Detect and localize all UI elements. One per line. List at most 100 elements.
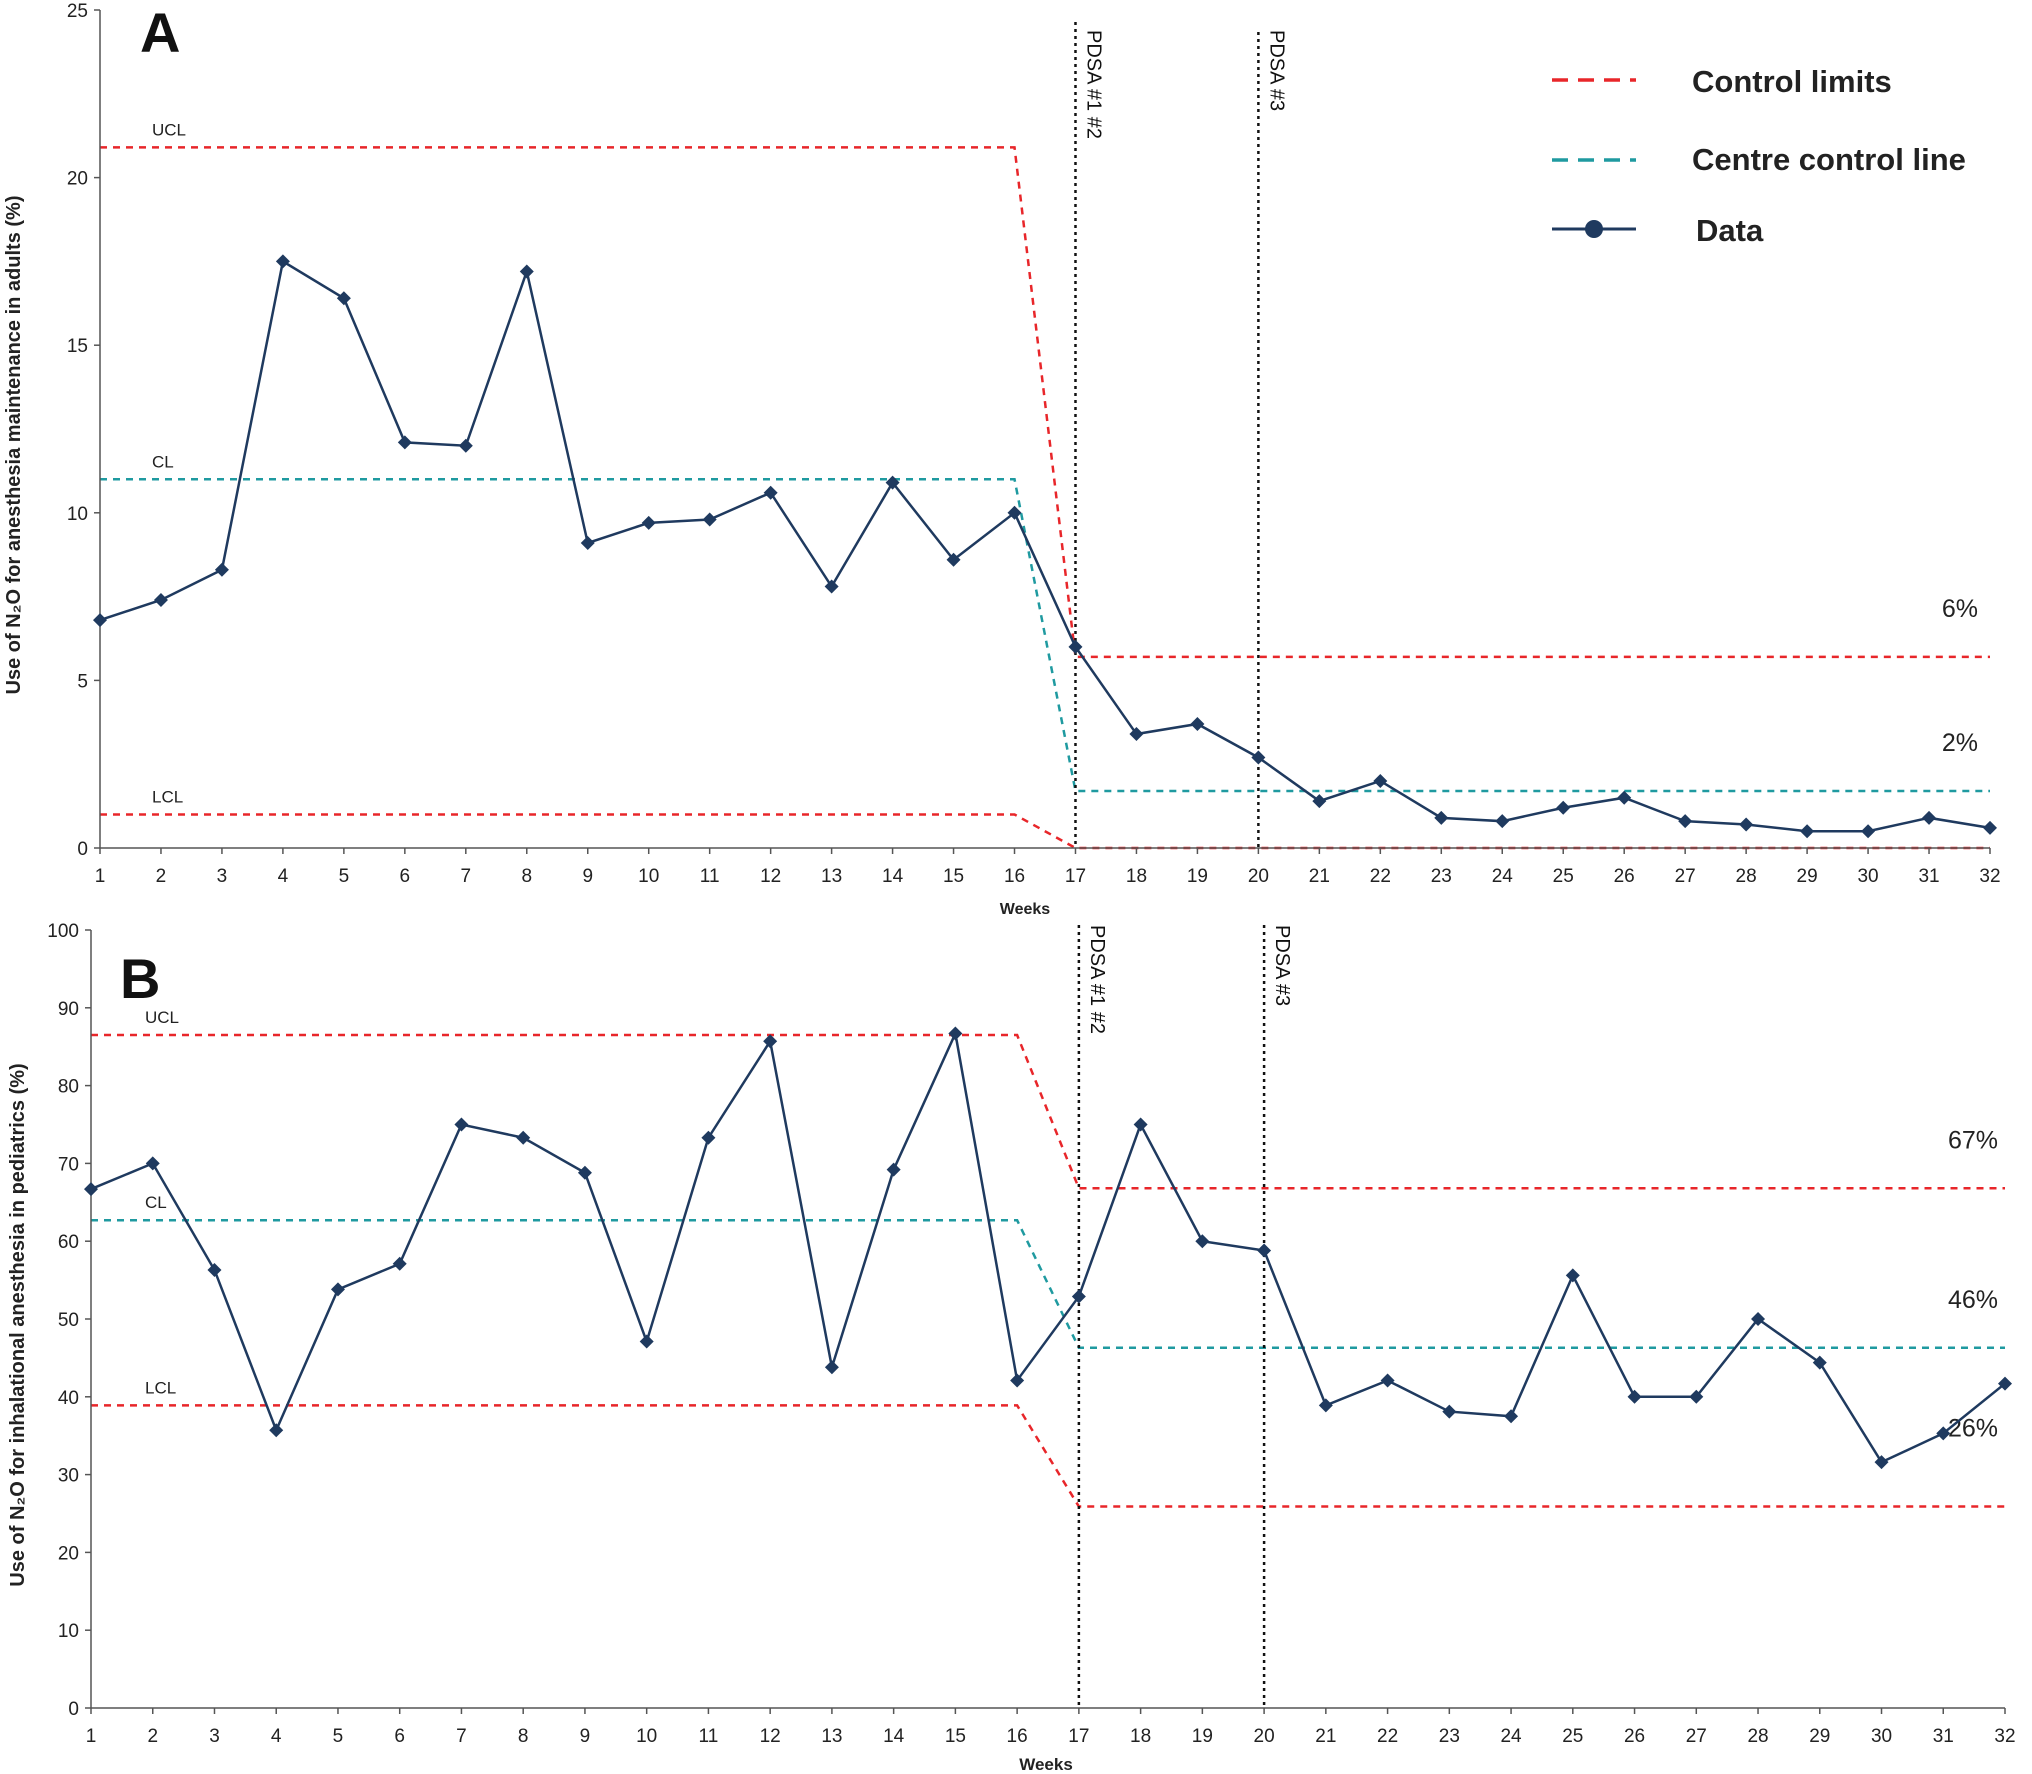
legend-centre-line-label: Centre control line — [1692, 142, 1966, 177]
panel-a-x-tick-label: 24 — [1492, 866, 1514, 887]
panel-b-x-tick-label: 6 — [394, 1726, 405, 1747]
panel-a-data-point — [1434, 811, 1448, 825]
panel-a-x-tick-label: 13 — [821, 866, 842, 887]
panel-a-data-point — [1922, 811, 1936, 825]
panel-a-data-point — [1678, 814, 1692, 828]
panel-a-data-point — [642, 516, 656, 530]
panel-b-ucl-post-value-label: 67% — [1948, 1126, 1998, 1154]
panel-b-x-tick-label: 12 — [760, 1726, 781, 1747]
panel-b-x-tick-label: 8 — [518, 1726, 529, 1747]
panel-b-x-tick-label: 10 — [636, 1726, 657, 1747]
panel-b-cl-post-value-label: 46% — [1948, 1286, 1998, 1314]
panel-b-data-point — [1875, 1455, 1889, 1469]
panel-a-data-point — [703, 513, 717, 527]
panel-a-x-tick-label: 17 — [1065, 866, 1086, 887]
panel-a-x-tick-label: 22 — [1370, 866, 1391, 887]
panel-a-cl-post-value-label: 2% — [1942, 729, 1978, 757]
panel-b-x-tick-label: 16 — [1007, 1726, 1028, 1747]
panel-a-y-tick-label: 25 — [67, 1, 88, 22]
panel-b-y-tick-label: 60 — [58, 1232, 79, 1253]
panel-b-data-point — [701, 1131, 715, 1145]
panel-a-x-tick-label: 9 — [582, 866, 593, 887]
panel-b-data-point — [393, 1257, 407, 1271]
panel-b-x-tick-label: 21 — [1315, 1726, 1336, 1747]
panel-a-x-tick-label: 30 — [1857, 866, 1878, 887]
panel-b-y-tick-label: 50 — [58, 1310, 79, 1331]
panel-b-y-tick-label: 80 — [58, 1077, 79, 1098]
panel-a-data-point — [1556, 801, 1570, 815]
panel-a-data-point — [459, 439, 473, 453]
panel-a-data-point — [93, 613, 107, 627]
panel-a-ucl-label: UCL — [152, 120, 186, 139]
panel-a-y-tick-label: 15 — [67, 336, 88, 357]
panel-b-data-point — [146, 1156, 160, 1170]
panel-b-x-tick-label: 14 — [883, 1726, 905, 1747]
panel-a-x-tick-label: 6 — [400, 866, 411, 887]
panel-b-data-point — [1257, 1244, 1271, 1258]
panel-b-x-tick-label: 32 — [1994, 1726, 2015, 1747]
panel-a-x-axis-title: Weeks — [1000, 901, 1051, 918]
panel-a-x-tick-label: 20 — [1248, 866, 1269, 887]
panel-a-y-tick-label: 5 — [77, 671, 88, 692]
panel-b-data-point — [1628, 1390, 1642, 1404]
panel-b-y-tick-label: 20 — [58, 1543, 79, 1564]
panel-a-data-point — [1495, 814, 1509, 828]
panel-b-cl-line — [91, 1220, 2005, 1348]
panel-b-lcl-label: LCL — [145, 1378, 176, 1397]
panel-a-pdsa-label: PDSA #1 #2 — [1082, 30, 1104, 139]
panel-b-x-tick-label: 26 — [1624, 1726, 1645, 1747]
panel-a-x-tick-label: 18 — [1126, 866, 1147, 887]
panel-b-data-point — [269, 1423, 283, 1437]
panel-b-data-point — [454, 1118, 468, 1132]
panel-b-data-point — [1566, 1268, 1580, 1282]
panel-a-cl-label: CL — [152, 452, 174, 471]
panel-a-x-tick-label: 23 — [1431, 866, 1452, 887]
panel-b-x-tick-label: 30 — [1871, 1726, 1892, 1747]
panel-b-y-tick-label: 0 — [68, 1699, 79, 1720]
legend-data-swatch-marker — [1585, 220, 1603, 238]
panel-b-data-point — [207, 1263, 221, 1277]
panel-a-x-tick-label: 1 — [95, 866, 106, 887]
panel-b-x-tick-label: 7 — [456, 1726, 467, 1747]
legend-control-limits-label: Control limits — [1692, 64, 1892, 99]
panel-a-cl-line — [100, 479, 1990, 791]
panel-a-x-tick-label: 4 — [278, 866, 289, 887]
panel-b-data-point — [1134, 1118, 1148, 1132]
panel-b-data-point — [84, 1182, 98, 1196]
panel-b-x-tick-label: 3 — [209, 1726, 220, 1747]
panel-a-data-point — [581, 536, 595, 550]
panel-a-data-point — [398, 435, 412, 449]
panel-a-x-tick-label: 3 — [217, 866, 228, 887]
panel-b-data-point — [1319, 1398, 1333, 1412]
panel-a-x-tick-label: 5 — [339, 866, 350, 887]
panel-a-data-point — [276, 254, 290, 268]
panel-b-x-tick-label: 13 — [821, 1726, 842, 1747]
panel-a-data-point — [1983, 821, 1997, 835]
panel-a-x-tick-label: 15 — [943, 866, 964, 887]
panel-b-x-tick-label: 22 — [1377, 1726, 1398, 1747]
panel-b-pdsa-label: PDSA #3 — [1271, 925, 1293, 1006]
panel-b-x-tick-label: 31 — [1933, 1726, 1954, 1747]
panel-a-y-tick-label: 20 — [67, 169, 88, 190]
panel-b-data-point — [887, 1163, 901, 1177]
panel-a-data-point — [520, 264, 534, 278]
panel-b-data-point — [1195, 1234, 1209, 1248]
panel-b-x-tick-label: 27 — [1686, 1726, 1707, 1747]
panel-b-x-tick-label: 23 — [1439, 1726, 1460, 1747]
panel-b-x-axis-title: Weeks — [1019, 1755, 1073, 1774]
panel-a-data-point — [215, 563, 229, 577]
panel-b-data-point — [1442, 1405, 1456, 1419]
panel-b-y-tick-label: 40 — [58, 1388, 79, 1409]
panel-b-x-tick-label: 20 — [1254, 1726, 1275, 1747]
panel-b-lcl-post-value-label: 26% — [1948, 1414, 1998, 1442]
panel-b-x-tick-label: 19 — [1192, 1726, 1213, 1747]
panel-b-x-tick-label: 18 — [1130, 1726, 1151, 1747]
panel-b-y-tick-label: 100 — [47, 921, 79, 942]
panel-b-letter: B — [120, 947, 160, 1010]
panel-b-chart: B UCL 67% CL 46% LCL 26% PDSA #1 #2 PDSA #3 0 10… — [7, 921, 2016, 1774]
panel-b-x-tick-label: 1 — [86, 1726, 97, 1747]
panel-a-x-tick-label: 19 — [1187, 866, 1208, 887]
panel-a-y-tick-label: 10 — [67, 504, 88, 525]
panel-b-lcl-line — [91, 1405, 2005, 1506]
